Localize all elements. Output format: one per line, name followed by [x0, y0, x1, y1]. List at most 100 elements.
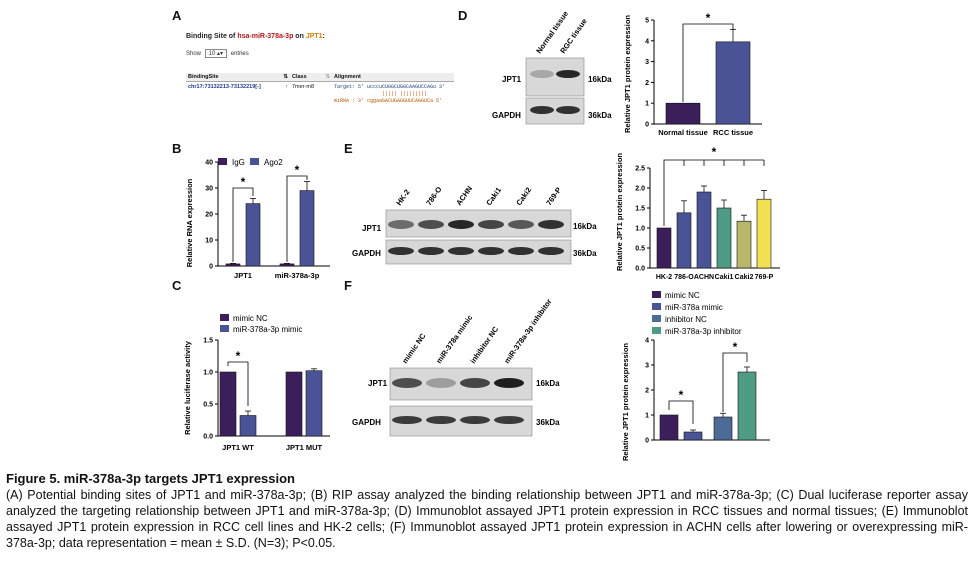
caption-body: (A) Potential binding sites of JPT1 and …: [6, 488, 968, 550]
gapdh-band: [508, 247, 534, 255]
y-axis-label: Relative JPT1 protein expression: [615, 153, 624, 271]
band-label-gapdh: GAPDH: [352, 418, 381, 427]
lane-label: miR-378a mimic: [434, 313, 474, 365]
significance-bracket: [682, 23, 734, 102]
jpt1-band: [530, 70, 554, 78]
caption-title: Figure 5. miR-378a-3p targets JPT1 expre…: [6, 471, 295, 486]
gapdh-band: [494, 416, 524, 424]
col-class[interactable]: Class ⇅: [290, 73, 332, 82]
y-tick-label: 2.0: [635, 186, 645, 193]
y-tick-label: 0.5: [203, 402, 213, 409]
legend-label-igg: IgG: [232, 158, 245, 167]
jpt1-band: [426, 378, 456, 388]
site-cell: chr17:73132213-73132219[-] ↑: [186, 82, 290, 108]
x-tick-label: ACHN: [694, 274, 714, 281]
lane-label: inhibitor NC: [468, 324, 500, 365]
jpt1-band: [478, 220, 504, 229]
bar: [737, 371, 757, 441]
bar: [736, 220, 752, 269]
header-gene: JPT1: [305, 33, 323, 40]
jpt1-band: [556, 70, 580, 78]
significance-star: *: [679, 388, 684, 402]
jpt1-band: [538, 220, 564, 229]
jpt1-band: [508, 220, 534, 229]
legend-swatch-igg: [218, 158, 227, 165]
entries-select[interactable]: 10 ▴▾: [204, 49, 228, 58]
y-tick-label: 2.5: [635, 166, 645, 173]
legend-label-ago2: Ago2: [264, 158, 283, 167]
size-label-36kda: 36kDa: [588, 111, 612, 120]
bar: [696, 191, 712, 269]
legend-swatch-mimic-nc: [220, 314, 229, 321]
target-line: Target: 5' ucccuCUGGCUGGCAAGUCCAGu 3': [334, 84, 446, 90]
class-cell: 7mer-m8: [292, 84, 315, 90]
chart-c: mimic NC miR-378a-3p mimic Relative luci…: [183, 314, 330, 452]
legend-label-mimic-nc: mimic NC: [233, 314, 268, 323]
gapdh-band: [388, 247, 414, 255]
site-value: chr17:73132213-73132219[-]: [188, 84, 261, 90]
y-tick-label: 2: [645, 388, 649, 395]
y-tick-label: 2: [645, 80, 649, 87]
y-tick-label: 20: [205, 212, 213, 219]
header-mirna: hsa-miR-378a-3p: [237, 33, 294, 40]
significance-bracket: [227, 361, 249, 406]
y-axis-label: Relative RNA expression: [185, 178, 194, 267]
y-tick-label: 4: [645, 38, 649, 45]
bar: [716, 207, 732, 269]
chart-b: IgG Ago2 Relative RNA expression 0 10 20 30…: [185, 158, 330, 280]
col-bindingsite[interactable]: BindingSite ⇅: [186, 73, 290, 82]
gapdh-band: [556, 106, 580, 114]
legend-label-inhibitor-nc: inhibitor NC: [665, 315, 707, 324]
bar: [305, 370, 323, 437]
bar: [285, 371, 303, 437]
jpt1-band: [392, 378, 422, 388]
binding-site-table: Binding Site of hsa-miR-378a-3p on JPT1:…: [186, 33, 454, 123]
lane-label: 769-P: [544, 186, 563, 208]
significance-star: *: [295, 163, 300, 177]
significance-bracket: [722, 352, 748, 412]
y-axis-label: Relative JPT1 protein expression: [621, 343, 630, 461]
header-mid: on: [293, 33, 306, 40]
x-tick-label: HK-2: [656, 274, 672, 281]
size-label-16kda: 16kDa: [536, 379, 560, 388]
col-alignment-label: Alignment: [334, 74, 361, 80]
panel-label-b: B: [172, 141, 182, 156]
bar: [219, 371, 237, 437]
size-label-36kda: 36kDa: [573, 249, 597, 258]
y-tick-label: 1.0: [203, 370, 213, 377]
panel-label-d: D: [458, 8, 468, 23]
blot-d: JPT1 GAPDH 16kDa 36kDa Normal tissueRGC …: [492, 10, 612, 125]
col-bindingsite-label: BindingSite: [188, 74, 219, 80]
bar: [656, 227, 672, 269]
y-axis-label: Relative luciferase activity: [183, 340, 192, 435]
legend-swatch-mir-inhibitor: [652, 327, 661, 334]
y-tick-label: 1.5: [635, 206, 645, 213]
lane-label: Caki2: [514, 186, 533, 208]
blot-f: JPT1 GAPDH 16kDa 36kDa mimic NC miR-378a …: [352, 297, 560, 437]
lane-label: ACHN: [454, 184, 474, 207]
legend-swatch-mir-mimic: [220, 325, 229, 332]
bar: [245, 203, 261, 267]
chart-f: Relative JPT1 protein expression 0 1 2 3 4 * *: [621, 338, 770, 461]
binding-site-header: Binding Site of hsa-miR-378a-3p on JPT1:: [186, 33, 454, 40]
y-tick-label: 1.5: [203, 338, 213, 345]
y-tick-label: 5: [645, 18, 649, 25]
col-alignment[interactable]: Alignment: [332, 73, 454, 82]
jpt1-band: [388, 220, 414, 229]
y-tick-label: 3: [645, 363, 649, 370]
gapdh-band: [538, 247, 564, 255]
significance-star: *: [733, 340, 738, 354]
bar: [676, 212, 692, 269]
arrow-icon: ↑: [285, 84, 288, 90]
band-label-jpt1: JPT1: [362, 224, 382, 233]
figure-caption: Figure 5. miR-378a-3p targets JPT1 expre…: [6, 471, 968, 551]
x-tick-label: JPT1: [234, 271, 252, 280]
jpt1-band: [418, 220, 444, 229]
bar: [683, 431, 703, 441]
show-label: Show: [186, 51, 202, 57]
band-label-jpt1: JPT1: [368, 379, 388, 388]
lane-label: 786-O: [424, 185, 443, 207]
entries-label: entries: [230, 51, 249, 57]
bar: [713, 416, 733, 441]
size-label-36kda: 36kDa: [536, 418, 560, 427]
